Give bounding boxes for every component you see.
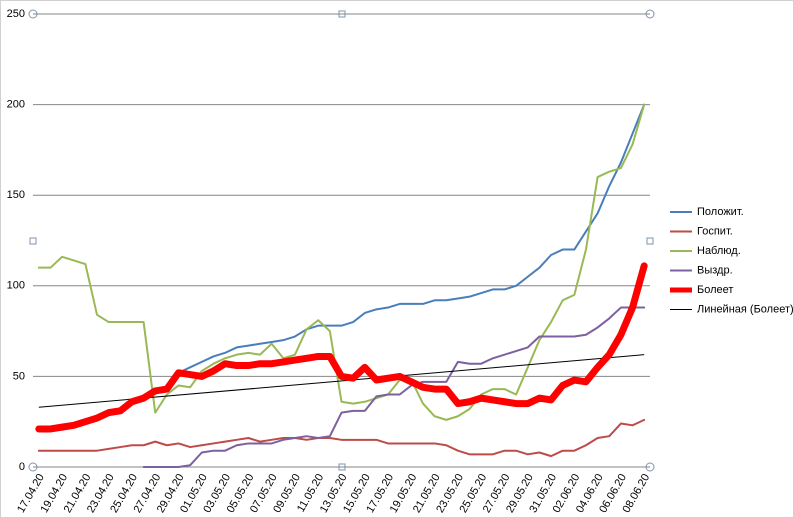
handle <box>646 237 654 245</box>
y-tick-label: 100 <box>7 280 25 292</box>
legend-label: Болеет <box>697 284 733 296</box>
y-tick-label: 150 <box>7 189 25 201</box>
legend-label: Положит. <box>697 206 744 218</box>
series-line <box>142 306 646 468</box>
y-tick-label: 50 <box>13 370 25 382</box>
legend-label: Линейная (Болеет) <box>697 303 794 315</box>
y-tick-label: 0 <box>19 461 25 473</box>
series-line <box>35 262 648 433</box>
handle <box>29 237 37 245</box>
series-line <box>37 103 646 421</box>
legend-label: Выздр. <box>697 264 733 276</box>
legend-label: Госпит. <box>697 225 733 237</box>
y-tick-label: 200 <box>7 99 25 111</box>
y-tick-label: 250 <box>7 8 25 20</box>
series-line <box>37 418 646 458</box>
legend-label: Наблюд. <box>697 245 741 257</box>
